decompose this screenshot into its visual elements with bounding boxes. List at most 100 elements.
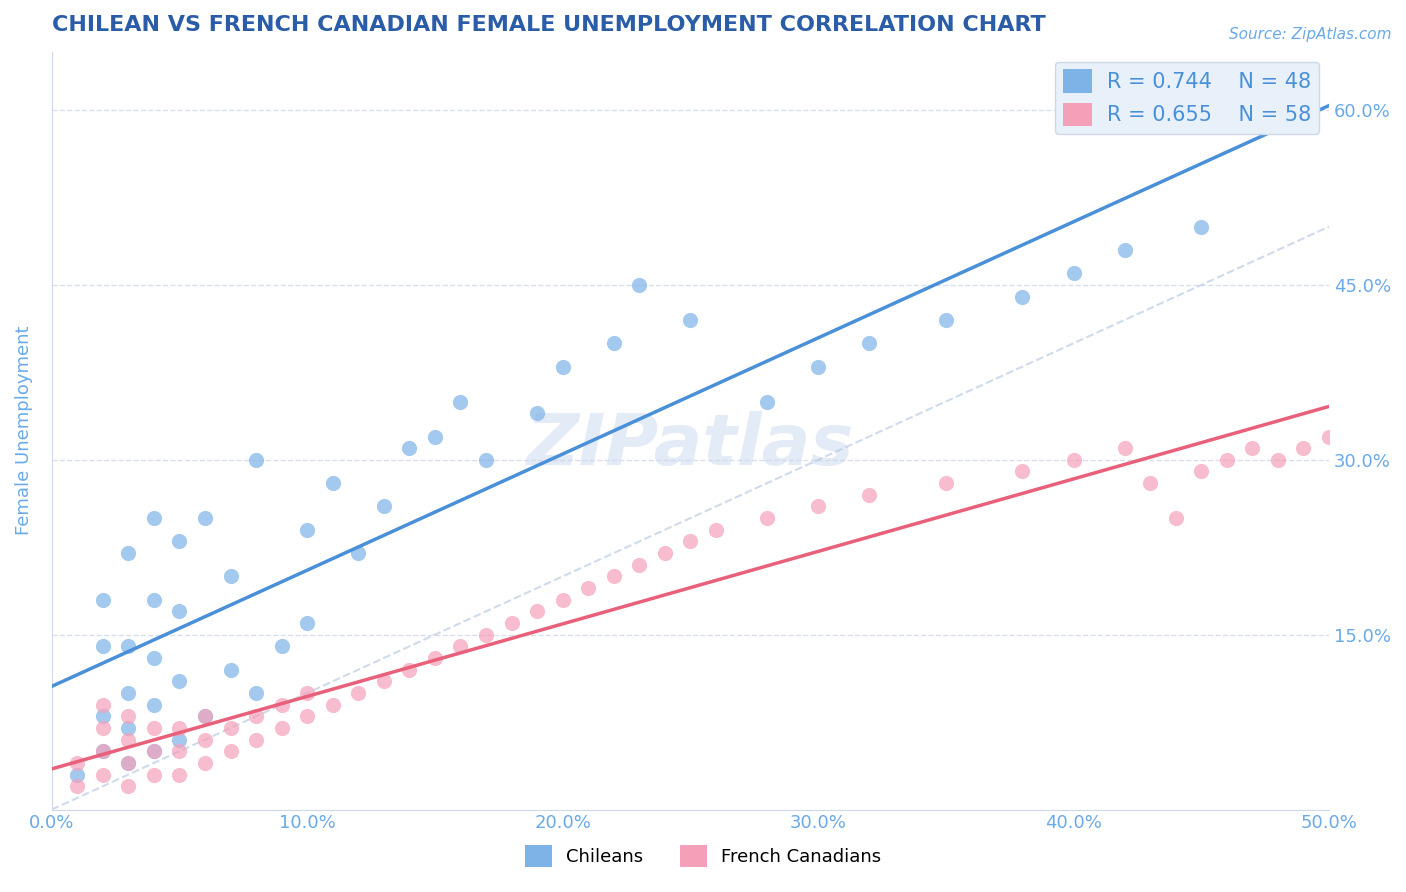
Point [628,558,651,572]
Point [194,709,217,723]
Point [322,476,344,491]
Point [245,732,267,747]
Point [628,277,651,292]
Point [117,709,139,723]
Point [1189,219,1212,234]
Point [117,721,139,735]
Point [398,663,420,677]
Point [1011,290,1033,304]
Point [66,767,89,781]
Point [423,651,446,665]
Point [91,698,114,712]
Point [169,744,191,758]
Point [66,756,89,770]
Point [807,500,830,514]
Point [66,779,89,793]
Point [169,534,191,549]
Point [295,709,318,723]
Point [450,394,472,409]
Point [1267,453,1289,467]
Point [347,546,370,560]
Point [270,640,292,654]
Point [194,756,217,770]
Point [935,313,957,327]
Point [347,686,370,700]
Text: Source: ZipAtlas.com: Source: ZipAtlas.com [1229,27,1392,42]
Point [91,640,114,654]
Point [1216,453,1239,467]
Point [117,779,139,793]
Point [858,336,880,351]
Point [603,336,626,351]
Point [142,651,165,665]
Point [219,663,242,677]
Point [91,767,114,781]
Point [91,744,114,758]
Point [245,453,267,467]
Point [373,500,395,514]
Point [245,686,267,700]
Point [169,721,191,735]
Point [270,698,292,712]
Point [1011,465,1033,479]
Point [423,429,446,443]
Text: ZIPatlas: ZIPatlas [527,411,853,480]
Point [117,686,139,700]
Point [501,615,523,630]
Point [142,767,165,781]
Point [1164,511,1187,525]
Point [322,698,344,712]
Point [169,767,191,781]
Point [603,569,626,583]
Point [551,359,574,374]
Point [245,709,267,723]
Point [219,569,242,583]
Point [295,615,318,630]
Point [1317,429,1340,443]
Point [142,744,165,758]
Point [91,744,114,758]
Point [117,640,139,654]
Legend: Chileans, French Canadians: Chileans, French Canadians [517,838,889,874]
Point [142,592,165,607]
Point [142,744,165,758]
Point [756,511,779,525]
Point [219,721,242,735]
Point [475,453,498,467]
Point [194,709,217,723]
Point [398,441,420,455]
Point [1063,453,1085,467]
Point [91,709,114,723]
Point [704,523,727,537]
Point [475,628,498,642]
Point [373,674,395,689]
Point [91,592,114,607]
Point [807,359,830,374]
Point [91,721,114,735]
Point [1139,476,1161,491]
Point [526,406,548,420]
Point [194,732,217,747]
Point [1189,465,1212,479]
Point [169,604,191,618]
Point [756,394,779,409]
Point [551,592,574,607]
Y-axis label: Female Unemployment: Female Unemployment [15,326,32,535]
Point [858,488,880,502]
Point [679,313,702,327]
Point [117,756,139,770]
Point [169,674,191,689]
Point [295,686,318,700]
Point [270,721,292,735]
Point [142,698,165,712]
Point [576,581,599,595]
Point [117,756,139,770]
Point [194,511,217,525]
Point [117,732,139,747]
Point [1292,441,1315,455]
Point [1063,266,1085,280]
Point [142,511,165,525]
Point [679,534,702,549]
Point [169,732,191,747]
Legend: R = 0.744    N = 48, R = 0.655    N = 58: R = 0.744 N = 48, R = 0.655 N = 58 [1054,62,1319,135]
